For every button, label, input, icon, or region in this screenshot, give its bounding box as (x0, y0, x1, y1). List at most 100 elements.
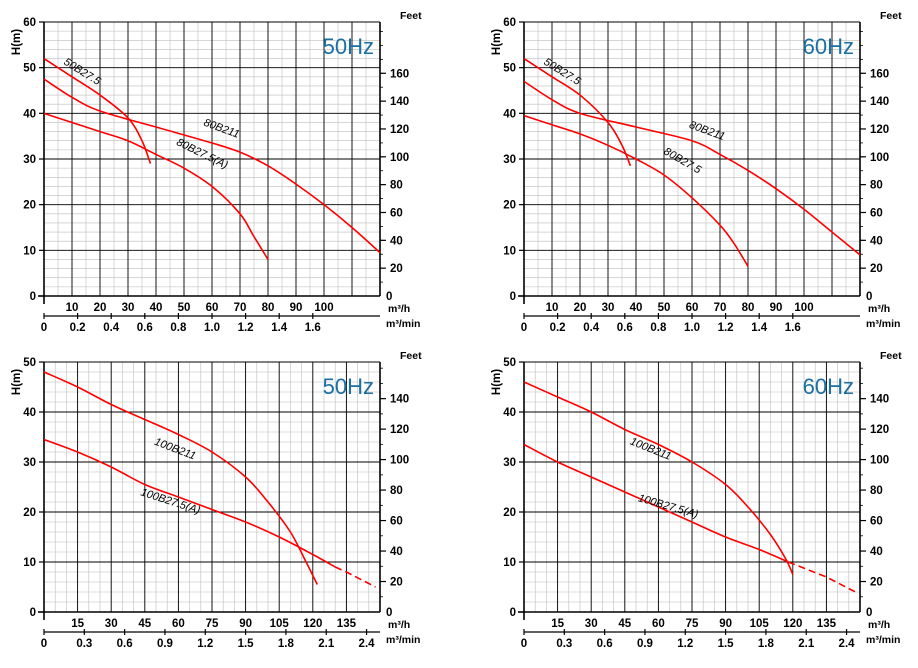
pump-curve-100b211 (523, 381, 794, 575)
frequency-label: 60Hz (803, 374, 854, 399)
feet-tick-label: 160 (870, 68, 889, 80)
x2-tick-label: 1.0 (684, 322, 700, 334)
feet-tick-label-zero: 0 (386, 291, 392, 303)
x2-tick-label: 0 (521, 638, 527, 650)
feet-tick-label: 120 (390, 124, 409, 136)
x2-tick-label: 0 (521, 322, 527, 334)
feet-tick-label: 100 (390, 152, 409, 164)
y-tick-label: 30 (23, 457, 36, 469)
x-tick-label: 120 (783, 618, 802, 630)
feet-tick-label: 60 (870, 207, 883, 219)
pump-curve-80b275a (43, 112, 269, 260)
feet-axis-title: Feet (880, 350, 902, 362)
x-tick-label: 30 (122, 302, 135, 314)
x2-tick-label: 0.8 (170, 322, 187, 334)
y-tick-label: 30 (503, 457, 516, 469)
x2-tick-label: 2.4 (839, 638, 856, 650)
y-axis-title: H(m) (11, 369, 23, 395)
y-tick-label: 40 (503, 407, 516, 419)
x2-axis-unit: m³/min (866, 634, 900, 646)
feet-tick-label: 80 (870, 180, 883, 192)
x2-tick-label: 1.5 (718, 638, 735, 650)
x2-tick-label: 1.6 (305, 322, 321, 334)
y-tick-label: 0 (510, 607, 516, 619)
x2-tick-label: 1.2 (197, 638, 213, 650)
pump-curve-50b275 (43, 57, 152, 164)
pump-curve-80b211 (43, 78, 381, 254)
x-tick-label: 60 (172, 618, 185, 630)
x-tick-label: 50 (658, 302, 671, 314)
x2-tick-label: 1.6 (785, 322, 801, 334)
x2-tick-label: 1.5 (238, 638, 255, 650)
x-tick-label: 60 (686, 302, 699, 314)
y-tick-label: 60 (23, 17, 36, 29)
x2-tick-label: 0 (41, 322, 47, 334)
y-tick-label: 0 (510, 291, 516, 303)
x-tick-label: 60 (206, 302, 219, 314)
x2-tick-label: 1.4 (751, 322, 768, 334)
x-tick-label: 40 (150, 302, 163, 314)
feet-tick-label: 120 (870, 124, 889, 136)
x2-tick-label: 1.2 (677, 638, 693, 650)
x2-tick-label: 0.6 (117, 638, 133, 650)
x-tick-label: 45 (618, 618, 631, 630)
pump-curve-100b275a (523, 443, 789, 563)
x-tick-label: 15 (71, 618, 84, 630)
feet-tick-label-zero: 0 (866, 291, 872, 303)
feet-tick-label-zero: 0 (386, 607, 392, 619)
x-axis-unit: m³/h (388, 619, 410, 631)
x-axis-unit: m³/h (868, 619, 890, 631)
x-tick-label: 40 (630, 302, 643, 314)
feet-tick-label-zero: 0 (866, 607, 872, 619)
feet-tick-label: 20 (390, 263, 403, 275)
x2-tick-label: 0.9 (637, 638, 653, 650)
x2-tick-label: 0.6 (137, 322, 153, 334)
y-tick-label: 0 (30, 607, 36, 619)
x-tick-label: 10 (66, 302, 79, 314)
x2-tick-label: 0.8 (650, 322, 667, 334)
x2-axis-unit: m³/min (386, 318, 420, 330)
x-tick-label: 90 (719, 618, 732, 630)
y-tick-label: 50 (23, 63, 36, 75)
feet-tick-label: 80 (390, 180, 403, 192)
x-tick-label: 90 (239, 618, 252, 630)
x2-tick-label: 0.6 (617, 322, 633, 334)
feet-tick-label: 60 (390, 516, 403, 528)
feet-tick-label: 140 (390, 394, 409, 406)
x2-tick-label: 2.1 (318, 638, 335, 650)
x-tick-label: 120 (303, 618, 322, 630)
pump-curve-50b275 (523, 57, 632, 167)
y-tick-label: 20 (23, 200, 36, 212)
chart-panel-3: 0 10 20 30 40 50H(m) Feet 20 40 60 80 100 120 140 0 15 3… (11, 350, 422, 650)
y-tick-label: 30 (23, 154, 36, 166)
y-tick-label: 30 (503, 154, 516, 166)
y-axis-title: H(m) (11, 29, 23, 55)
pump-curve-extension (334, 566, 376, 588)
x2-axis-unit: m³/min (866, 318, 900, 330)
pump-curve-100b275a (43, 438, 336, 568)
feet-tick-label: 140 (870, 394, 889, 406)
frequency-label: 50Hz (323, 34, 374, 59)
x2-axis-unit: m³/min (386, 634, 420, 646)
feet-tick-label: 100 (870, 455, 889, 467)
feet-tick-label: 80 (870, 485, 883, 497)
x-tick-label: 30 (602, 302, 615, 314)
x2-tick-label: 0.4 (583, 322, 600, 334)
x2-tick-label: 2.1 (798, 638, 815, 650)
y-tick-label: 50 (503, 357, 516, 369)
x2-tick-label: 0 (41, 638, 47, 650)
x-tick-label: 105 (750, 618, 770, 630)
x2-tick-label: 2.4 (359, 638, 376, 650)
x2-tick-label: 1.2 (718, 322, 734, 334)
x2-tick-label: 0.3 (76, 638, 92, 650)
x2-tick-label: 0.3 (556, 638, 572, 650)
feet-tick-label: 40 (390, 546, 403, 558)
y-tick-label: 50 (503, 63, 516, 75)
x2-tick-label: 0.9 (157, 638, 173, 650)
feet-tick-label: 60 (870, 516, 883, 528)
x2-tick-label: 1.4 (271, 322, 288, 334)
y-tick-label: 0 (30, 291, 36, 303)
x2-tick-label: 1.8 (758, 638, 775, 650)
